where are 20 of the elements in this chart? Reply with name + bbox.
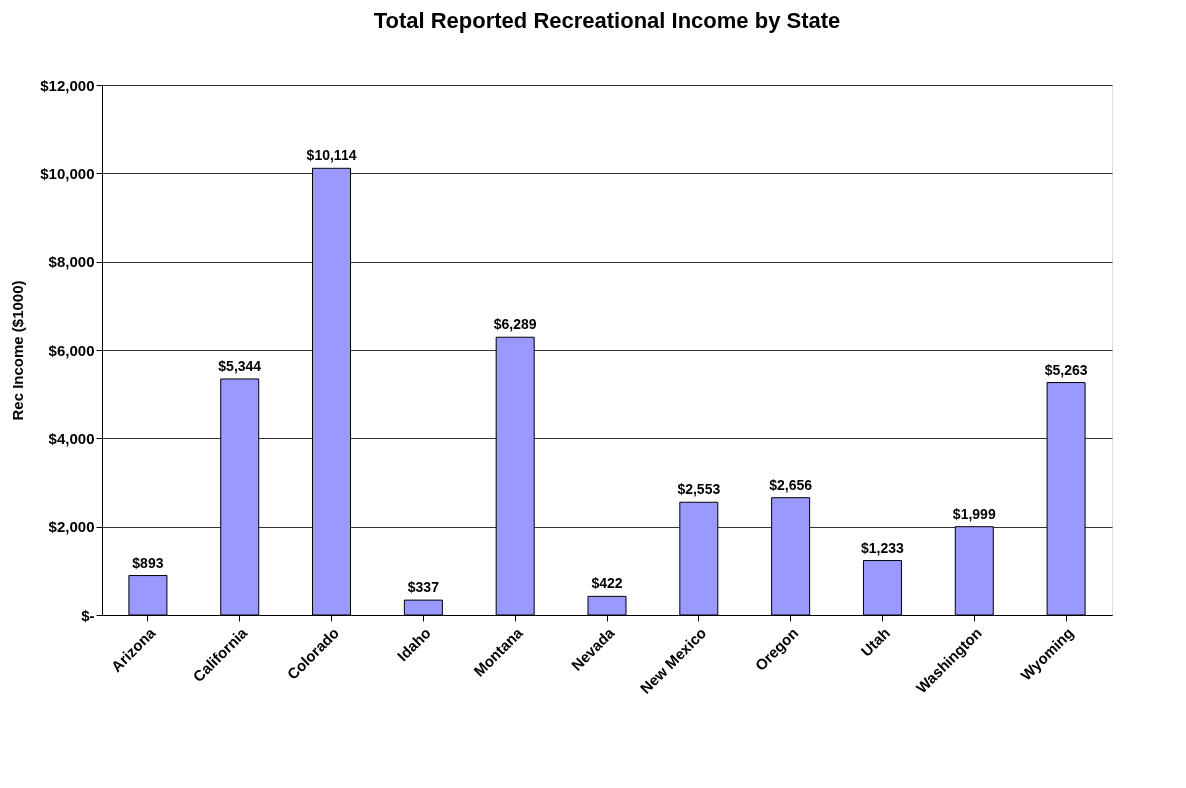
y-tick-label: $8,000 bbox=[48, 253, 95, 271]
data-label: $1,233 bbox=[861, 539, 905, 556]
y-tick-label: $- bbox=[81, 606, 95, 624]
y-tick-label: $4,000 bbox=[48, 429, 95, 447]
data-label: $2,656 bbox=[769, 476, 813, 493]
data-label: $5,344 bbox=[218, 357, 262, 374]
y-tick-label: $10,000 bbox=[40, 164, 95, 182]
chart-title: Total Reported Recreational Income by State bbox=[373, 8, 841, 33]
y-axis-title: Rec Income ($1000) bbox=[9, 280, 27, 421]
data-label: $337 bbox=[407, 579, 440, 596]
y-tick-label: $6,000 bbox=[48, 341, 95, 359]
data-label: $10,114 bbox=[306, 147, 357, 164]
data-label: $893 bbox=[132, 554, 164, 571]
y-tick-label: $12,000 bbox=[40, 76, 95, 94]
data-label: $1,999 bbox=[952, 505, 996, 522]
y-tick-label: $2,000 bbox=[48, 518, 95, 536]
data-label: $422 bbox=[591, 575, 623, 592]
data-label: $6,289 bbox=[493, 316, 537, 333]
data-label: $2,553 bbox=[677, 481, 721, 498]
data-label: $5,263 bbox=[1044, 361, 1088, 378]
